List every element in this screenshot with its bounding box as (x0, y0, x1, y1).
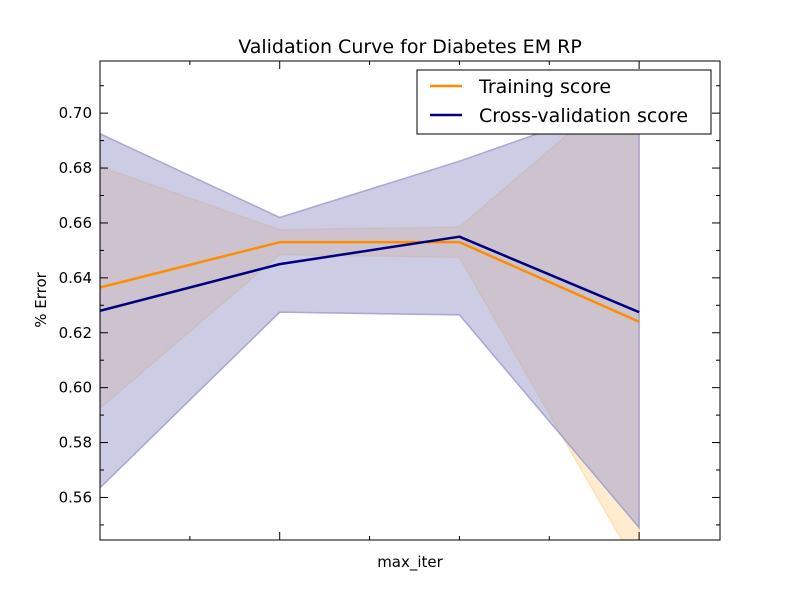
y-tick-label: 0.68 (59, 159, 92, 177)
legend: Training score Cross-validation score (416, 69, 712, 135)
y-tick-label: 0.60 (59, 379, 92, 397)
training-score-line (100, 240, 640, 323)
y-tick-label: 0.64 (59, 269, 92, 287)
plot-area (100, 71, 640, 540)
axes: 0.56 0.58 0.60 0.62 0.64 0.66 0.68 0.70 (59, 60, 721, 541)
y-tick-label: 0.66 (59, 214, 92, 232)
legend-label-cross-validation-score: Cross-validation score (479, 105, 688, 127)
y-tick-label: 0.70 (59, 104, 92, 122)
y-axis-label: % Error (32, 271, 50, 327)
x-axis-label: max_iter (377, 553, 443, 572)
chart-title: Validation Curve for Diabetes EM RP (238, 36, 582, 58)
plot-frame (99, 60, 721, 541)
legend-box (416, 69, 712, 135)
cross-validation-score-band (100, 96, 640, 530)
plot-content (100, 71, 640, 540)
legend-label-training-score: Training score (478, 76, 611, 98)
y-tick-label: 0.58 (59, 434, 92, 452)
y-tick-label: 0.56 (59, 488, 92, 506)
cross-validation-score-line (100, 235, 640, 314)
y-tick-label: 0.62 (59, 324, 92, 342)
